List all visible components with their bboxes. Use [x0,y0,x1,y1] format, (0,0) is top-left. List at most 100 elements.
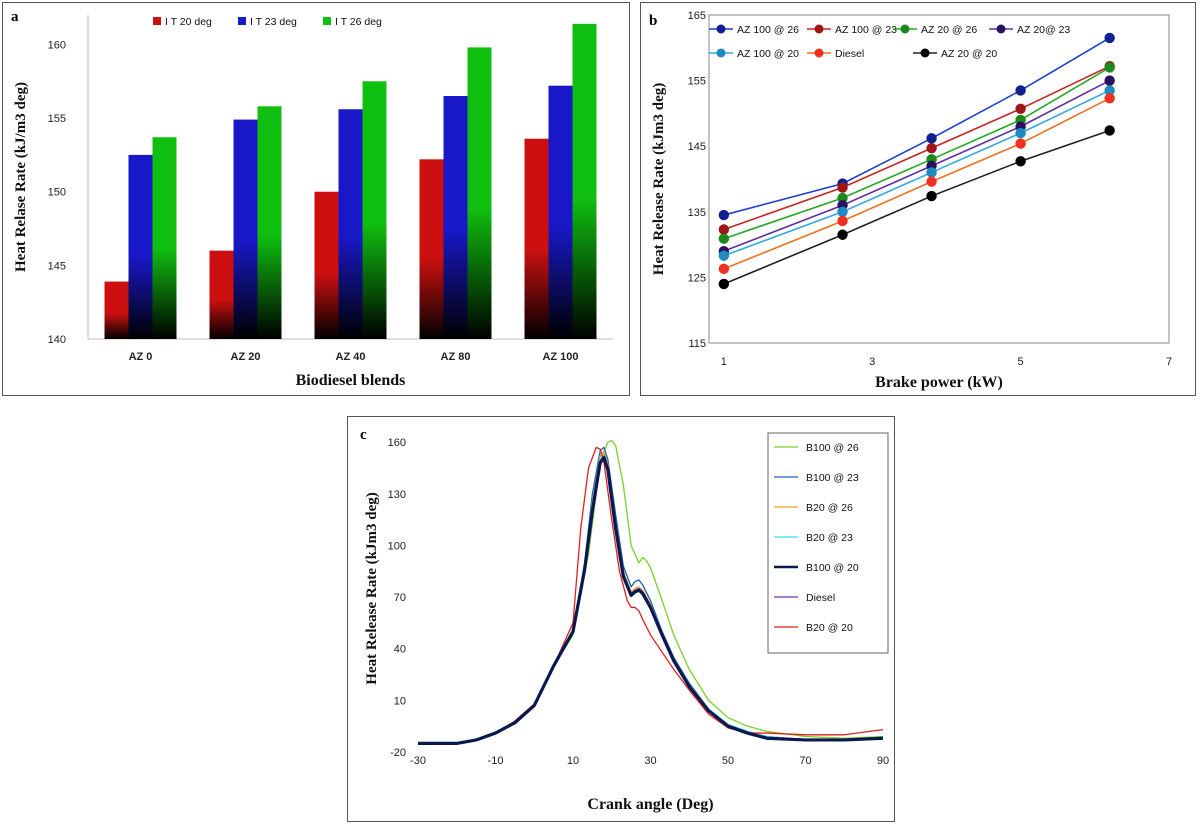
legend-swatch-a-i-t-23-deg [238,17,246,25]
ytick-c-70: 70 [394,592,406,604]
point-b-az-20-26-0 [718,233,730,244]
legend-label-b-az-100-23: AZ 100 @ 23 [835,24,897,36]
ytick-c--20: -20 [390,747,406,759]
x-axis-title-c: Crank angle (Deg) [587,796,713,813]
point-b-az-100-23-2 [926,142,937,154]
point-b-az-100-26-3 [1015,85,1026,96]
xtick-b-7: 7 [1166,356,1172,368]
xtick-c--30: -30 [410,755,426,767]
legend-label-a-i-t-23-deg: I T 23 deg [250,16,297,28]
legend-label-c-b100-26: B100 @ 26 [806,442,859,454]
point-b-az-20-20-2 [926,190,937,202]
legend-label-b-az-100-26: AZ 100 @ 26 [737,24,799,36]
point-b-az-100-20-2 [926,167,937,178]
bar-i-t-26-deg-az-80 [467,47,492,340]
panel-a: a 140 145 150 155 160 AZ 0 AZ 20 AZ 40 AZ 80 AZ 10… [2,2,630,396]
bar-i-t-23-deg-az-20 [233,119,258,340]
point-b-az-100-26-2 [926,133,937,144]
bar-i-t-20-deg-az-80 [419,159,444,339]
xtick-a-az-80: AZ 80 [441,351,471,363]
plot-frame-b [708,14,1170,344]
legend-box-c [767,432,889,654]
panel-label-c: c [360,427,367,443]
point-b-az-100-23-3 [1015,103,1026,115]
ytick-c-100: 100 [388,540,406,552]
point-b-az-100-20-0 [718,250,730,261]
bar-i-t-26-deg-az-0 [152,137,177,339]
point-b-az-100-26-4 [1104,32,1115,44]
ytick-a-140: 140 [48,334,66,346]
legend-label-b-az-20-20: AZ 20 @ 20 [941,48,997,60]
ytick-b-155: 155 [688,76,706,88]
point-b-az-100-20-1 [837,206,848,217]
ytick-a-145: 145 [48,260,66,272]
chart-c: c -20 10 40 70 100 130 160 -30 -10 10 30 50 70 90 B100 … [360,427,889,813]
ytick-b-145: 145 [688,141,706,153]
point-b-az-100-20-4 [1104,85,1115,96]
legend-label-c-b100-20: B100 @ 20 [806,562,859,574]
curve-c-b100-20 [418,456,884,745]
point-b-az-20-23-4 [1104,75,1115,86]
point-b-diesel-3 [1015,138,1026,149]
legend-swatch-a-i-t-20-deg [153,17,161,25]
bar-i-t-20-deg-az-20 [209,250,234,339]
point-b-az-100-26-0 [718,209,730,221]
y-axis-title-c: Heat Release Rate (kJm3 deg) [364,492,380,684]
point-b-az-20-20-4 [1104,125,1115,136]
xtick-a-az-100: AZ 100 [542,351,578,363]
bar-i-t-20-deg-az-0 [104,281,129,339]
ytick-c-160: 160 [388,437,406,449]
ytick-b-115: 115 [688,338,706,350]
xtick-a-az-20: AZ 20 [231,351,261,363]
ytick-a-160: 160 [48,39,66,51]
legend-marker-b-az-100-23 [814,24,824,34]
point-b-az-20-20-3 [1015,156,1026,167]
bar-i-t-20-deg-az-100 [524,138,549,339]
point-b-az-20-26-1 [837,192,848,204]
xtick-c-30: 30 [644,755,656,767]
x-axis-title-b: Brake power (kW) [875,374,1003,391]
point-b-az-20-20-0 [718,278,730,290]
point-b-az-100-20-3 [1015,127,1026,139]
ytick-c-10: 10 [394,695,406,707]
xtick-c-50: 50 [722,755,734,767]
point-b-diesel-0 [718,263,730,275]
xtick-a-az-0: AZ 0 [129,351,153,363]
legend-marker-b-az-20-20 [920,48,930,58]
point-b-diesel-2 [926,176,937,187]
ytick-a-150: 150 [48,187,66,199]
bar-i-t-23-deg-az-80 [443,96,468,339]
y-axis-title-b: Heat Release Rate (kJm3 deg) [651,83,667,275]
legend-marker-b-az-20-23 [996,24,1006,34]
ytick-b-125: 125 [688,272,706,284]
chart-a: a 140 145 150 155 160 AZ 0 AZ 20 AZ 40 AZ 80 AZ 10… [11,9,613,389]
panel-label-a: a [11,9,19,25]
line-b-diesel [723,97,1111,270]
line-b-az-100-23 [723,65,1110,231]
legend-marker-b-diesel [814,48,824,58]
bar-i-t-26-deg-az-20 [257,106,282,340]
legend-marker-b-az-100-26 [716,24,726,34]
line-b-az-20-20 [723,129,1110,285]
legend-label-c-b100-23: B100 @ 23 [806,472,859,484]
x-axis-title-a: Biodiesel blends [296,372,406,389]
y-axis-title-a: Heat Relase Rate (kJ/m3 deg) [13,82,29,272]
legend-label-a-i-t-26-deg: I T 26 deg [335,16,382,28]
legend-label-c-diesel: Diesel [806,592,835,604]
legend-marker-b-az-20-26 [900,24,910,34]
point-b-az-20-26-4 [1104,62,1115,73]
panel-c: c -20 10 40 70 100 130 160 -30 -10 10 30 50 70 90 B100 … [347,416,895,822]
panel-b: b 115 125 135 145 155 165 1 3 5 7 AZ 100 @ 26 AZ 100… [640,2,1196,396]
xtick-c--10: -10 [488,755,504,767]
point-b-az-100-23-1 [837,182,848,193]
bar-i-t-23-deg-az-100 [548,85,573,339]
xtick-a-az-40: AZ 40 [336,351,366,363]
xtick-b-3: 3 [869,356,875,368]
legend-label-b-az-20-23: AZ 20@ 23 [1017,24,1070,36]
xtick-c-90: 90 [877,755,889,767]
legend-label-b-diesel: Diesel [835,48,864,60]
legend-label-a-i-t-20-deg: I T 20 deg [165,16,212,28]
bar-i-t-26-deg-az-40 [362,81,387,339]
xtick-b-5: 5 [1018,356,1024,368]
